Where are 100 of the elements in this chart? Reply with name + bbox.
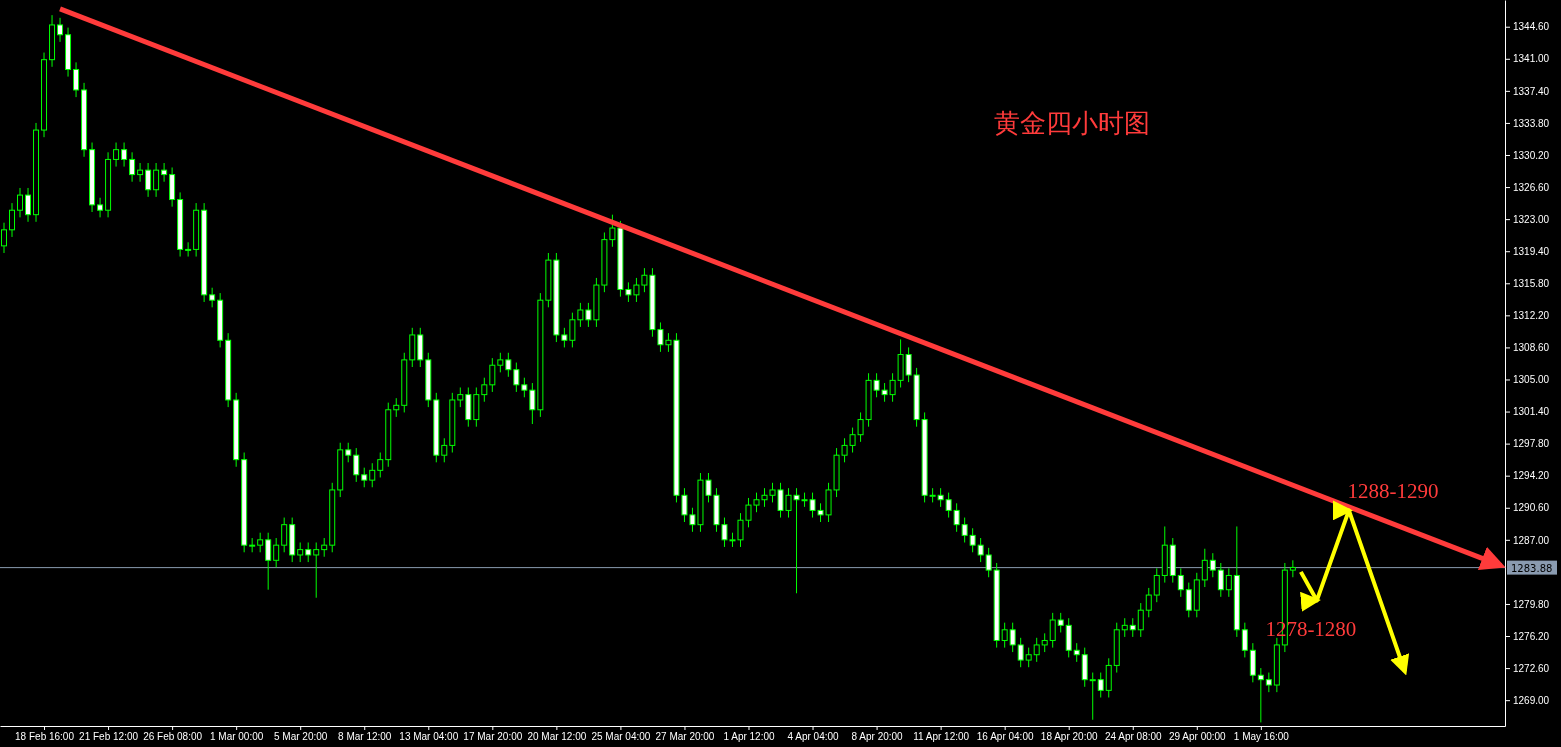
candlestick <box>497 352 504 373</box>
y-tick-label: 1308.60 <box>1513 342 1550 354</box>
candlestick <box>1241 622 1248 658</box>
candlestick <box>1017 637 1024 668</box>
candlestick <box>977 537 984 563</box>
text: 黄金四小时图 <box>994 108 1150 138</box>
y-tick-label: 1272.60 <box>1513 662 1550 674</box>
candlestick <box>137 162 144 183</box>
x-tick-label: 27 Mar 20:00 <box>655 731 715 743</box>
candlestick <box>1129 617 1136 638</box>
candlestick <box>1225 567 1232 598</box>
candlestick <box>1265 672 1272 693</box>
candlestick <box>1209 552 1216 578</box>
x-tick-label: 11 Apr 12:00 <box>913 731 970 743</box>
candlestick <box>265 532 272 591</box>
candlestick <box>73 61 80 98</box>
candlestick <box>1025 647 1032 668</box>
candlestick <box>345 442 352 463</box>
y-tick-label: 1319.40 <box>1513 245 1550 257</box>
candlestick <box>513 362 520 393</box>
candlestick <box>121 142 128 168</box>
x-tick-label: 1 May 16:00 <box>1233 731 1290 743</box>
y-tick-label: 1337.40 <box>1513 85 1550 97</box>
x-tick-label: 17 Mar 20:00 <box>463 731 523 743</box>
x-tick-label: 18 Feb 16:00 <box>15 731 75 743</box>
y-tick-label: 1287.00 <box>1513 534 1550 546</box>
candlestick <box>1185 582 1192 618</box>
x-tick-label: 4 Apr 04:00 <box>787 731 840 743</box>
candlestick <box>361 467 368 488</box>
candlestick <box>129 151 136 183</box>
candlestick <box>57 17 64 43</box>
candlestick <box>97 197 104 218</box>
x-tick-label: 18 Apr 20:00 <box>1040 731 1098 743</box>
x-tick-label: 26 Feb 08:00 <box>143 731 203 743</box>
x-tick-label: 21 Feb 12:00 <box>79 731 139 743</box>
candlestick <box>377 452 384 478</box>
candlestick <box>505 352 512 378</box>
candlestick <box>1201 548 1208 588</box>
x-tick-label: 5 Mar 20:00 <box>274 731 328 743</box>
y-tick-label: 1326.60 <box>1513 181 1550 193</box>
y-tick-label: 1276.20 <box>1513 630 1550 642</box>
candlestick <box>441 437 448 463</box>
annotation: 1288-1290 <box>1347 479 1439 504</box>
candlestick <box>145 162 152 198</box>
candlestick <box>1001 622 1008 649</box>
x-tick-label: 8 Mar 12:00 <box>338 731 392 743</box>
candlestick <box>1097 672 1104 698</box>
y-tick-label: 1330.20 <box>1513 149 1550 161</box>
y-tick-label: 1323.00 <box>1513 213 1550 225</box>
x-tick-label: 1 Mar 00:00 <box>209 731 264 743</box>
y-tick-label: 1294.20 <box>1513 470 1550 482</box>
candlestick <box>281 517 288 553</box>
candlestick <box>369 462 376 488</box>
candlestick <box>985 547 992 578</box>
candlestick <box>321 537 328 558</box>
candlestick <box>153 162 160 198</box>
candlestick <box>1137 602 1144 638</box>
candlestick <box>1033 637 1040 663</box>
x-tick-label: 16 Apr 04:00 <box>976 731 1034 743</box>
candlestick <box>161 162 168 183</box>
candlestick <box>489 357 496 393</box>
candlestick <box>25 187 32 223</box>
candlestick <box>1177 567 1184 598</box>
y-tick-label: 1315.80 <box>1513 277 1550 289</box>
candlestick <box>393 397 400 418</box>
x-tick-label: 25 Mar 04:00 <box>591 731 651 743</box>
candlestick <box>113 142 120 168</box>
candlestick <box>481 377 488 403</box>
candlestick <box>1145 587 1152 618</box>
ref-line-label: 1283.88 <box>1511 562 1553 574</box>
candlestick <box>209 287 216 308</box>
candlestick <box>1089 672 1096 721</box>
candlestick <box>9 202 16 238</box>
x-tick-label: 24 Apr 08:00 <box>1104 731 1163 743</box>
candlestick <box>1153 567 1160 603</box>
y-tick-label: 1290.60 <box>1513 502 1550 514</box>
y-tick-label: 1279.80 <box>1513 598 1550 610</box>
y-tick-label: 1341.00 <box>1513 53 1550 65</box>
candlestick <box>185 241 192 258</box>
candlestick <box>305 542 312 563</box>
candlestick <box>1009 622 1016 653</box>
candlestick <box>353 447 360 483</box>
y-tick-label: 1344.60 <box>1513 21 1550 33</box>
x-tick-label: 8 Apr 20:00 <box>851 731 904 743</box>
candlestick <box>521 377 528 398</box>
y-tick-label: 1312.20 <box>1513 310 1550 322</box>
candlestick <box>457 387 464 408</box>
y-tick-label: 1297.80 <box>1513 438 1550 450</box>
y-tick-label: 1333.80 <box>1513 117 1550 129</box>
y-tick-label: 1269.00 <box>1513 694 1550 706</box>
candlestick <box>1057 612 1064 633</box>
candlestick <box>1073 642 1080 663</box>
x-tick-label: 20 Mar 12:00 <box>527 731 587 743</box>
candlestick <box>1041 632 1048 653</box>
x-tick-label: 29 Apr 00:00 <box>1168 731 1227 743</box>
candlestick <box>257 532 264 553</box>
x-tick-label: 1 Apr 12:00 <box>723 731 776 743</box>
y-tick-label: 1301.40 <box>1513 406 1550 418</box>
candlestick <box>1121 617 1128 638</box>
candlestick <box>297 542 304 563</box>
